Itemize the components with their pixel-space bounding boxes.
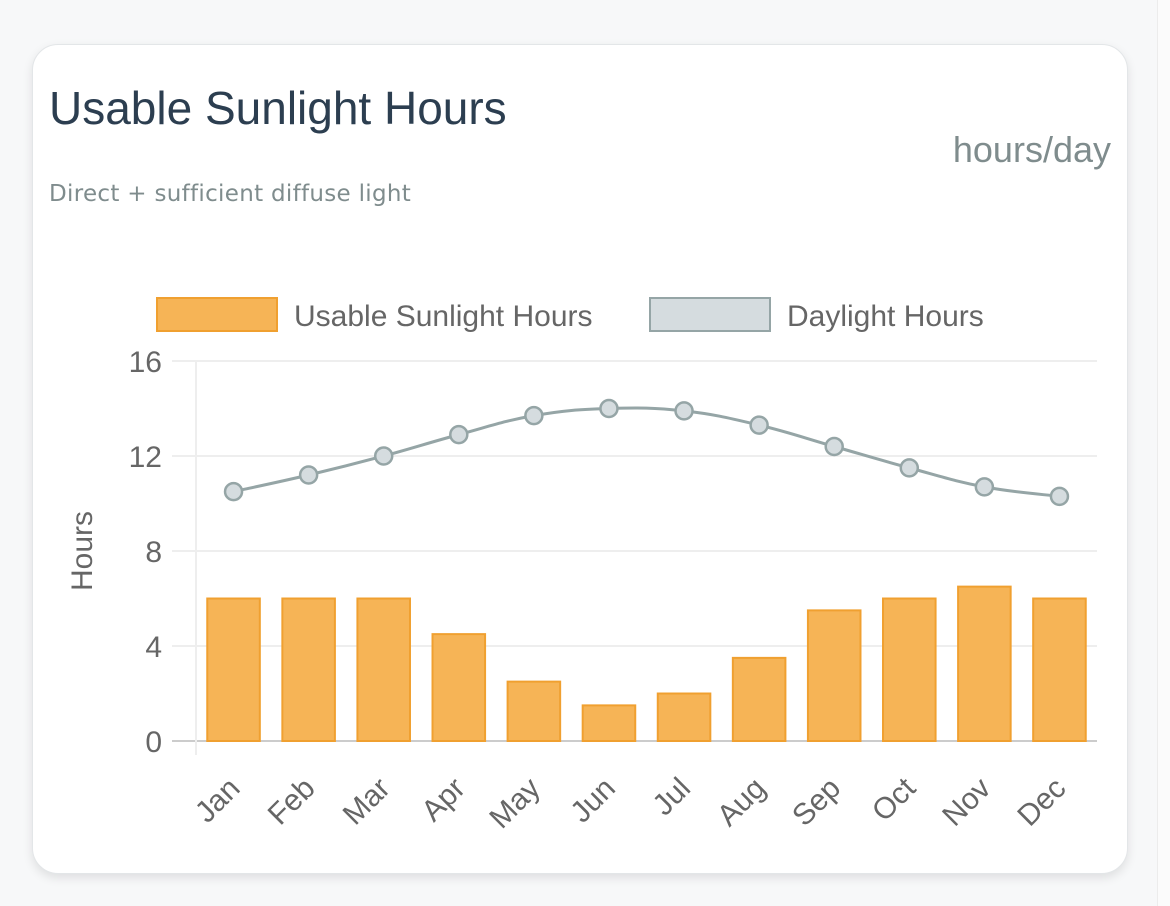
usable-bar-feb[interactable]: [281, 597, 336, 742]
x-tick-label: Nov: [936, 772, 997, 833]
x-tick-label: Aug: [711, 772, 772, 833]
daylight-point-dec[interactable]: [1049, 486, 1070, 507]
daylight-series-line: [233, 406, 1060, 498]
x-tick-label: Mar: [337, 772, 397, 832]
x-tick-label: Apr: [415, 772, 471, 828]
card-title: Usable Sunlight Hours: [49, 82, 507, 134]
daylight-point-feb[interactable]: [298, 465, 319, 485]
usable-bar-apr[interactable]: [431, 633, 487, 742]
x-tick-label: Dec: [1011, 772, 1072, 833]
usable-bar-nov[interactable]: [957, 585, 1012, 742]
y-tick-label: 4: [145, 631, 162, 664]
usable-bar-sep[interactable]: [806, 609, 862, 742]
card-subtitle: Direct + sufficient diffuse light: [49, 181, 412, 207]
x-tick-label: Feb: [262, 772, 322, 832]
x-tick-label: May: [483, 772, 546, 835]
usable-bar-may[interactable]: [506, 680, 562, 742]
daylight-point-jul[interactable]: [674, 401, 694, 421]
daylight-point-aug[interactable]: [749, 415, 769, 435]
y-tick-label: 16: [129, 346, 162, 379]
y-tick-label: 12: [129, 441, 162, 474]
y-tick-label: 0: [145, 726, 162, 759]
daylight-line: [223, 398, 1070, 507]
chart-legend[interactable]: Usable Sunlight Hours Daylight Hours: [156, 297, 984, 333]
usable-bar-dec[interactable]: [1032, 597, 1087, 742]
x-tick-label: Jul: [647, 772, 697, 822]
x-tick-label: Oct: [866, 771, 923, 828]
daylight-point-oct[interactable]: [899, 458, 920, 478]
y-axis-title: Hours: [66, 511, 99, 591]
x-tick-label: Jan: [189, 772, 247, 830]
usable-bar-aug[interactable]: [731, 656, 787, 742]
daylight-point-nov[interactable]: [974, 477, 995, 497]
legend-label-daylight[interactable]: Daylight Hours: [787, 300, 984, 333]
daylight-point-jan[interactable]: [223, 481, 244, 502]
daylight-point-jun[interactable]: [599, 398, 619, 419]
x-tick-label: Jun: [564, 772, 622, 830]
y-tick-label: 8: [145, 536, 162, 569]
legend-swatch-usable[interactable]: [156, 297, 278, 332]
x-tick-label: Sep: [786, 772, 847, 833]
usable-bar-jun[interactable]: [581, 704, 637, 742]
daylight-point-mar[interactable]: [373, 446, 394, 466]
x-axis: Jan Feb Mar Apr May Jun Jul Aug Sep Oct Nov Dec: [189, 771, 1072, 835]
page-scrollbar[interactable]: [1157, 0, 1170, 906]
unit-label: hours/day: [952, 129, 1111, 170]
usable-bar-jul[interactable]: [656, 692, 712, 742]
usable-bar-jan[interactable]: [206, 597, 261, 742]
legend-swatch-daylight[interactable]: [649, 297, 771, 332]
usable-bars: [206, 585, 1087, 742]
daylight-point-apr[interactable]: [449, 424, 469, 445]
daylight-point-may[interactable]: [524, 405, 544, 426]
y-axis: 0 4 8 12 16: [129, 346, 197, 759]
daylight-point-sep[interactable]: [824, 436, 844, 457]
legend-label-usable[interactable]: Usable Sunlight Hours: [294, 300, 593, 333]
usable-bar-oct[interactable]: [882, 597, 937, 742]
usable-bar-mar[interactable]: [356, 597, 411, 742]
